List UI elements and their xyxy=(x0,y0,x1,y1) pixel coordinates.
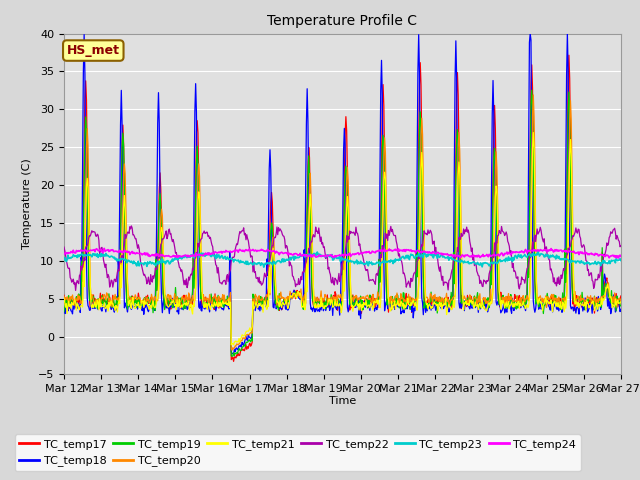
TC_temp19 xyxy=(617,303,625,309)
TC_temp17 xyxy=(230,359,237,364)
TC_temp20 xyxy=(60,294,68,300)
TC_temp22 xyxy=(60,244,68,250)
TC_temp24 xyxy=(70,250,78,255)
Text: HS_met: HS_met xyxy=(67,44,120,57)
TC_temp22 xyxy=(127,223,135,229)
TC_temp24 xyxy=(100,245,108,251)
TC_temp18 xyxy=(214,303,221,309)
TC_temp18 xyxy=(428,307,435,313)
TC_temp21 xyxy=(411,303,419,309)
TC_temp24 xyxy=(428,250,435,256)
TC_temp20 xyxy=(411,297,419,302)
TC_temp20 xyxy=(228,348,236,353)
TC_temp17 xyxy=(428,303,435,309)
TC_temp23 xyxy=(420,249,428,254)
TC_temp24 xyxy=(411,248,419,254)
TC_temp17 xyxy=(617,293,625,299)
TC_temp18 xyxy=(60,311,68,316)
TC_temp18 xyxy=(411,308,419,313)
TC_temp22 xyxy=(215,272,223,277)
TC_temp20 xyxy=(529,92,537,98)
TC_temp23 xyxy=(260,264,268,270)
TC_temp24 xyxy=(128,249,136,254)
TC_temp17 xyxy=(214,295,221,301)
TC_temp22 xyxy=(412,268,419,274)
TC_temp21 xyxy=(70,299,78,305)
TC_temp21 xyxy=(127,306,135,312)
Legend: TC_temp17, TC_temp18, TC_temp19, TC_temp20, TC_temp21, TC_temp22, TC_temp23, TC_: TC_temp17, TC_temp18, TC_temp19, TC_temp… xyxy=(15,434,580,471)
TC_temp19 xyxy=(127,293,135,299)
TC_temp19 xyxy=(228,353,236,359)
Y-axis label: Temperature (C): Temperature (C) xyxy=(22,158,33,250)
TC_temp18 xyxy=(70,306,78,312)
TC_temp23 xyxy=(127,258,135,264)
Line: TC_temp21: TC_temp21 xyxy=(64,132,621,345)
Line: TC_temp18: TC_temp18 xyxy=(64,34,621,354)
TC_temp23 xyxy=(617,258,625,264)
TC_temp20 xyxy=(428,291,435,297)
TC_temp23 xyxy=(184,253,192,259)
TC_temp17 xyxy=(184,302,192,308)
TC_temp22 xyxy=(617,243,625,249)
TC_temp18 xyxy=(526,31,534,36)
TC_temp19 xyxy=(428,289,435,295)
TC_temp18 xyxy=(127,307,135,312)
TC_temp22 xyxy=(428,232,436,238)
Line: TC_temp22: TC_temp22 xyxy=(64,226,621,290)
TC_temp22 xyxy=(129,232,137,238)
TC_temp17 xyxy=(127,294,135,300)
TC_temp18 xyxy=(230,351,237,357)
TC_temp24 xyxy=(185,254,193,260)
TC_temp20 xyxy=(70,303,78,309)
TC_temp19 xyxy=(411,300,419,306)
X-axis label: Time: Time xyxy=(329,396,356,406)
TC_temp19 xyxy=(528,87,536,93)
TC_temp19 xyxy=(184,298,192,304)
TC_temp17 xyxy=(70,300,78,306)
TC_temp24 xyxy=(617,253,625,259)
TC_temp24 xyxy=(214,250,222,255)
TC_temp23 xyxy=(411,255,419,261)
TC_temp21 xyxy=(617,299,625,305)
TC_temp21 xyxy=(529,130,537,135)
TC_temp19 xyxy=(214,299,221,304)
TC_temp24 xyxy=(614,255,622,261)
Line: TC_temp23: TC_temp23 xyxy=(64,252,621,267)
TC_temp20 xyxy=(184,299,192,304)
TC_temp21 xyxy=(184,300,192,306)
Line: TC_temp20: TC_temp20 xyxy=(64,95,621,350)
Line: TC_temp19: TC_temp19 xyxy=(64,90,621,356)
Line: TC_temp17: TC_temp17 xyxy=(64,55,621,361)
TC_temp20 xyxy=(127,296,135,301)
TC_temp18 xyxy=(184,306,192,312)
TC_temp23 xyxy=(214,255,221,261)
TC_temp22 xyxy=(72,288,79,293)
TC_temp22 xyxy=(70,281,78,287)
TC_temp17 xyxy=(565,52,573,58)
TC_temp23 xyxy=(428,253,436,259)
TC_temp21 xyxy=(227,342,235,348)
Title: Temperature Profile C: Temperature Profile C xyxy=(268,14,417,28)
TC_temp18 xyxy=(617,307,625,312)
TC_temp17 xyxy=(411,301,419,307)
TC_temp20 xyxy=(214,301,221,307)
TC_temp19 xyxy=(70,300,78,306)
TC_temp23 xyxy=(60,257,68,263)
TC_temp22 xyxy=(186,277,193,283)
TC_temp23 xyxy=(70,252,78,258)
TC_temp24 xyxy=(60,251,68,257)
TC_temp20 xyxy=(617,298,625,303)
TC_temp19 xyxy=(60,309,68,315)
TC_temp17 xyxy=(60,292,68,298)
TC_temp21 xyxy=(428,306,435,312)
TC_temp21 xyxy=(60,295,68,301)
Line: TC_temp24: TC_temp24 xyxy=(64,248,621,258)
TC_temp21 xyxy=(214,302,221,308)
